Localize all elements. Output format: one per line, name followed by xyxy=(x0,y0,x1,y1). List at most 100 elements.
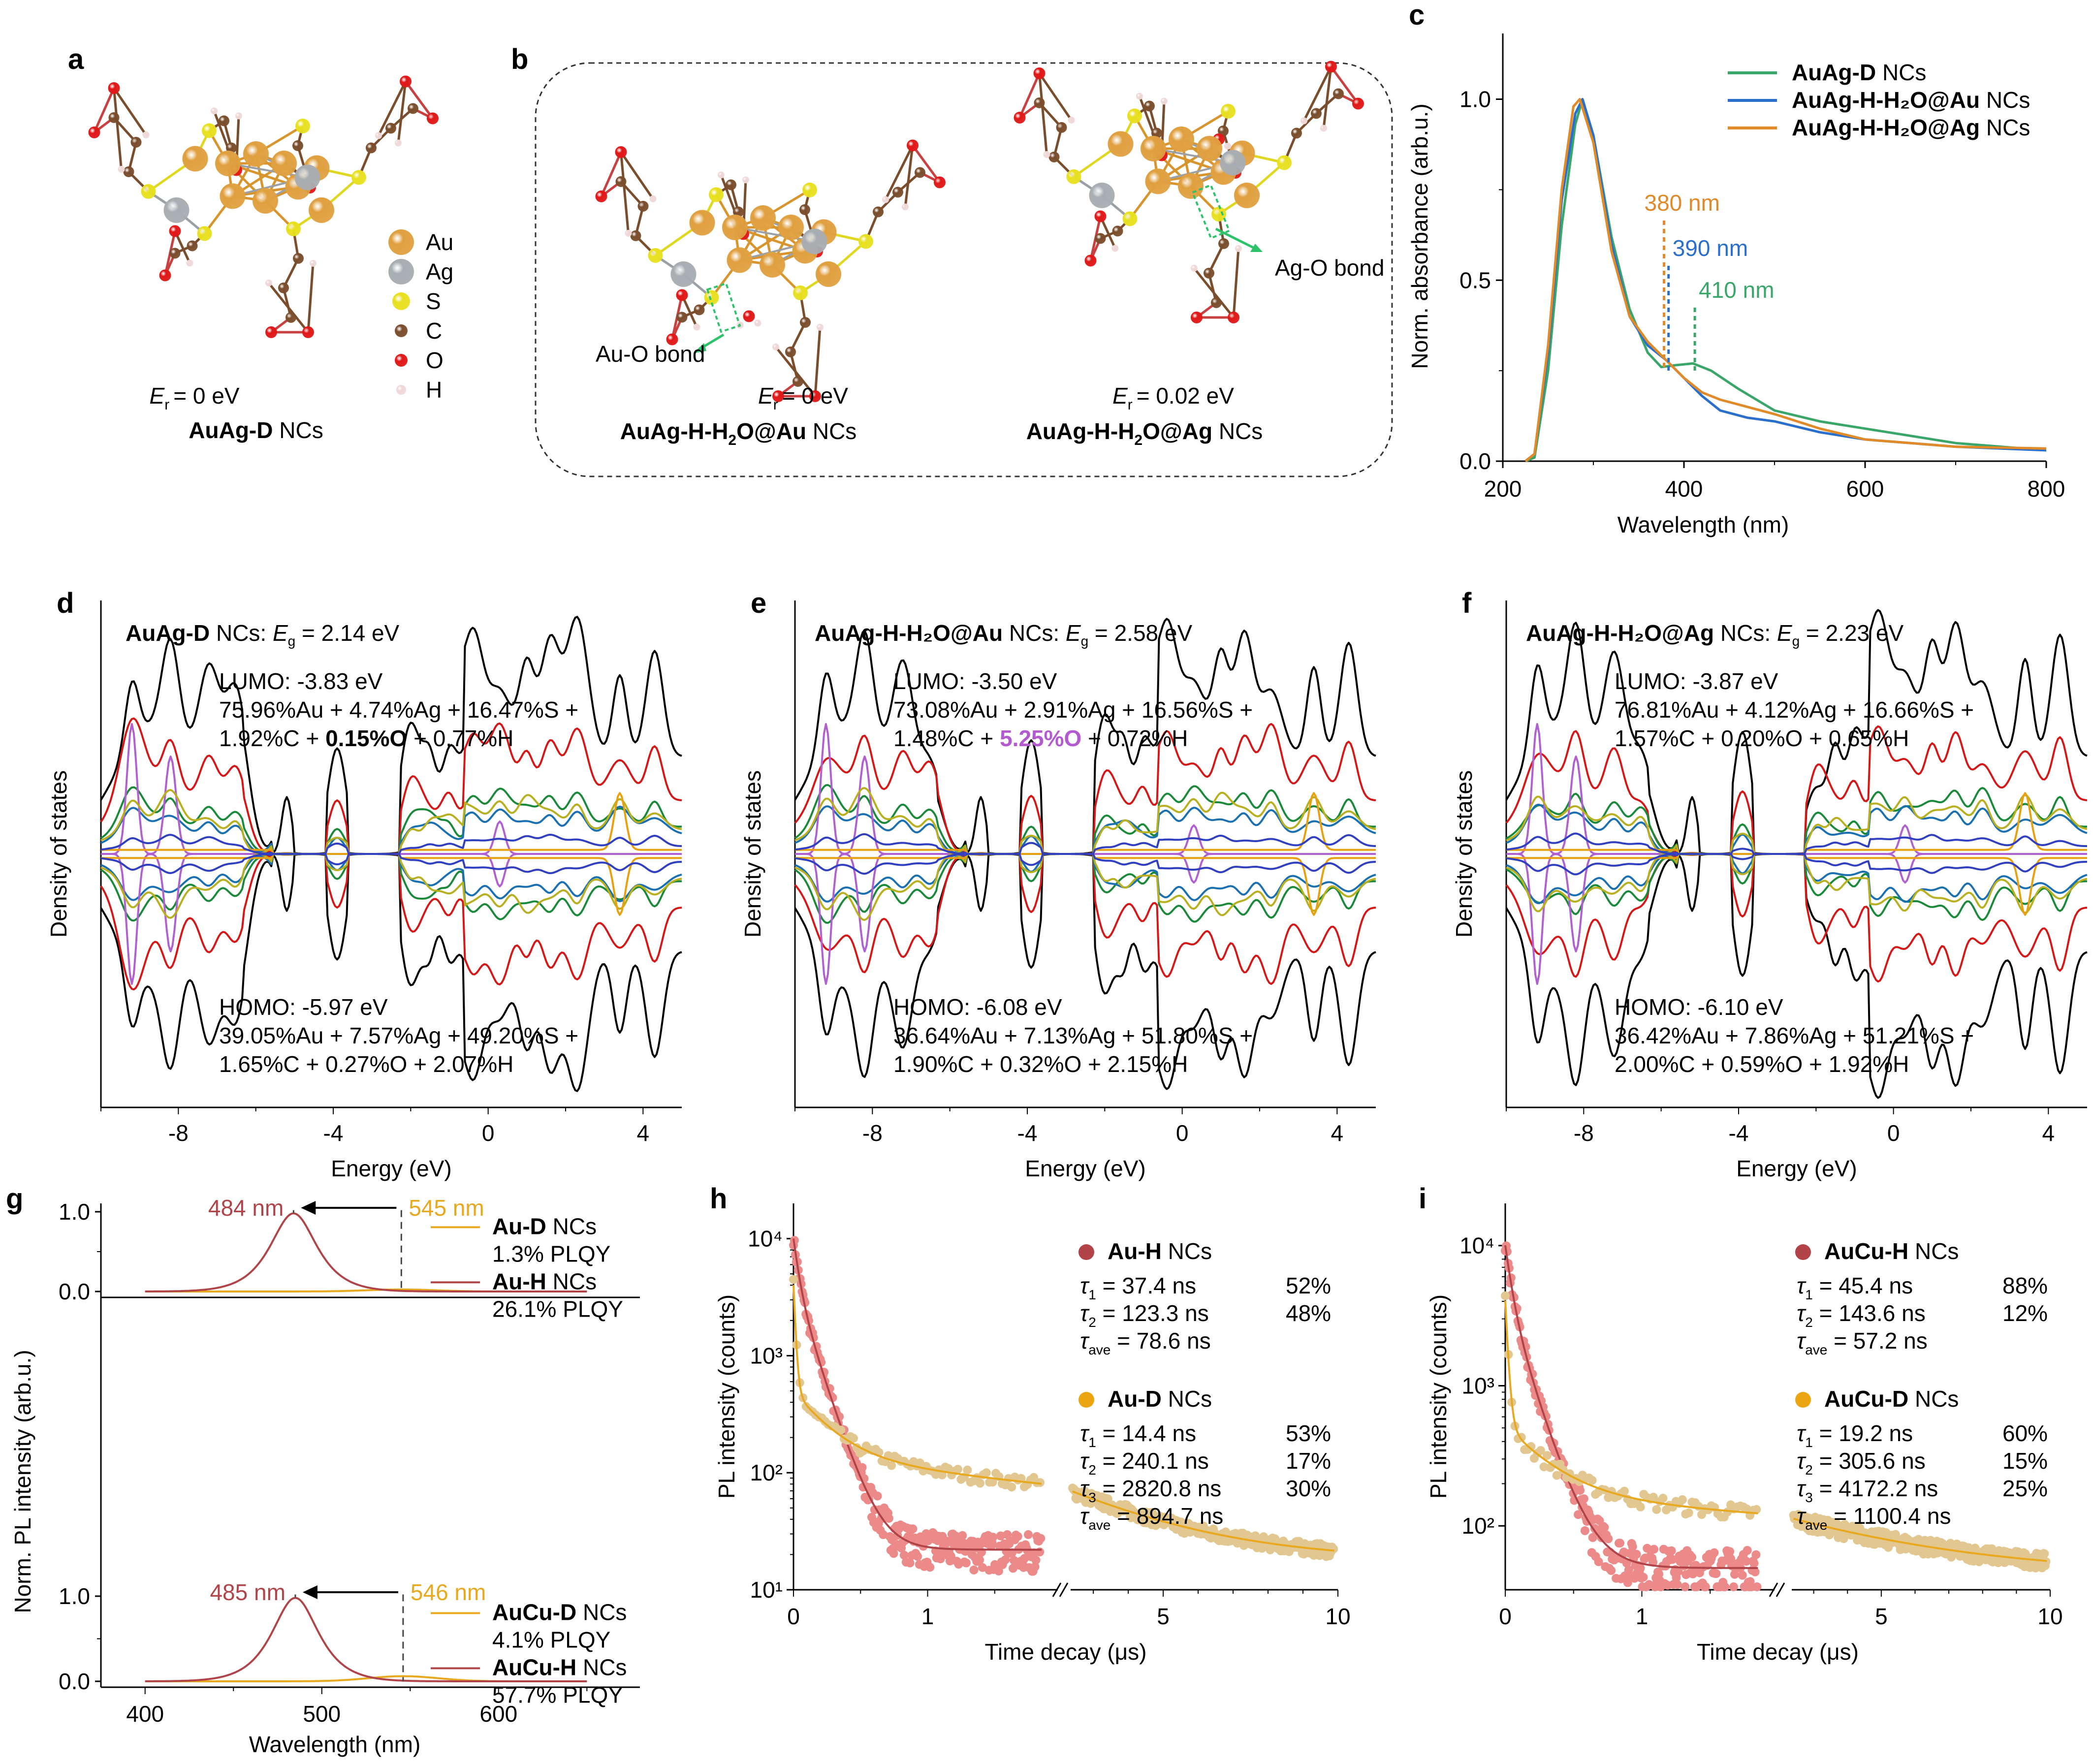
dos-title: AuAg-D NCs: Eg = 2.14 eV xyxy=(126,620,400,649)
data-point xyxy=(836,1425,846,1435)
atom-o xyxy=(809,390,821,402)
data-point xyxy=(1620,1486,1629,1496)
lifetime-legend-d: AuCu-D NCs τ1 = 19.2 ns 60% τ2 = 305.6 ns 15… xyxy=(1795,1386,2048,1533)
atom-c xyxy=(187,240,198,252)
legend-item-h: H xyxy=(396,377,442,403)
atom-h xyxy=(1224,143,1231,150)
atom-ag xyxy=(294,164,320,190)
y-axis-label: Density of states xyxy=(1451,770,1477,938)
atom-c xyxy=(1204,268,1214,279)
homo-energy: HOMO: -6.08 eV xyxy=(893,994,1062,1020)
legend-item-s: S xyxy=(392,288,441,314)
atom-h xyxy=(649,195,657,202)
x-tick-label: 400 xyxy=(1665,476,1703,502)
bond xyxy=(1038,72,1073,121)
legend-item-o: O xyxy=(395,347,444,373)
data-point xyxy=(1600,1523,1609,1532)
au-o-bond-highlight-box xyxy=(706,282,741,333)
legend-plqy: 4.1% PLQY xyxy=(492,1627,610,1652)
atom-c xyxy=(366,142,377,154)
data-point xyxy=(887,1461,896,1470)
data-point xyxy=(1536,1446,1545,1455)
atom-swatch-icon xyxy=(388,259,414,284)
atom-o xyxy=(743,310,755,322)
dos-title: AuAg-H-H₂O@Au NCs: Eg = 2.58 eV xyxy=(815,620,1192,649)
data-point xyxy=(1607,1566,1616,1575)
series-name: Au-H NCs xyxy=(1108,1238,1212,1264)
molecule-h2o-at-au xyxy=(595,139,946,402)
atom-h xyxy=(1191,265,1198,272)
panel-letter-h: h xyxy=(710,1183,727,1215)
legend-label: S xyxy=(426,288,441,314)
atom-c xyxy=(278,283,289,293)
data-point xyxy=(1001,1555,1010,1564)
atom-h xyxy=(118,166,125,173)
atom-o xyxy=(427,112,439,125)
data-point xyxy=(1667,1546,1676,1555)
lifetime-percent: 53% xyxy=(1286,1420,1331,1446)
atom-c xyxy=(1112,225,1123,237)
bond xyxy=(93,87,115,133)
homo-composition-line2: 1.65%C + 0.27%O + 2.07%H xyxy=(219,1051,513,1077)
atom-s xyxy=(141,184,156,199)
lifetime-legend-h: AuCu-H NCs τ1 = 45.4 ns 88% τ2 = 143.6 ns 12… xyxy=(1795,1238,2048,1357)
atom-o xyxy=(934,176,946,189)
legend-label: AuAg-D NCs xyxy=(1792,60,1926,85)
atom-s xyxy=(704,290,719,305)
data-point xyxy=(978,1563,987,1572)
data-point xyxy=(1623,1578,1632,1587)
atom-s xyxy=(709,187,724,202)
atom-h xyxy=(1300,117,1307,125)
data-point xyxy=(1594,1557,1603,1566)
panel-letter-g: g xyxy=(6,1183,23,1215)
dos-curve xyxy=(1506,853,2088,914)
bond xyxy=(620,151,654,200)
atom-swatch-icon xyxy=(396,385,406,395)
atom-c xyxy=(1291,127,1302,139)
data-point xyxy=(908,1524,918,1534)
lifetime-percent: 25% xyxy=(2002,1476,2048,1501)
atom-h xyxy=(1043,151,1050,158)
x-axis-label: Energy (eV) xyxy=(1736,1156,1857,1181)
legend-label: AuAg-H-H₂O@Au NCs xyxy=(1792,87,2030,113)
atom-o xyxy=(907,139,919,152)
series-line-1 xyxy=(1524,98,2047,462)
atom-o xyxy=(1325,61,1337,73)
data-point xyxy=(946,1551,955,1561)
bond xyxy=(397,81,407,143)
y-tick-label: 0.0 xyxy=(59,1279,90,1304)
bond xyxy=(911,145,941,183)
lumo-energy: LUMO: -3.87 eV xyxy=(1615,668,1778,694)
x-tick-label: 1 xyxy=(1636,1604,1649,1629)
atom-s xyxy=(1066,169,1081,184)
atom-c xyxy=(1034,97,1045,108)
atom-h xyxy=(718,171,725,179)
atom-c xyxy=(130,137,142,148)
atom-ag xyxy=(1089,183,1115,208)
y-axis-label: Density of states xyxy=(740,770,765,938)
y-tick-label: 10² xyxy=(1462,1513,1494,1539)
peak-label-h: 484 nm xyxy=(208,1195,284,1221)
bond xyxy=(307,263,315,333)
atom-au xyxy=(722,215,748,240)
dashed-frame xyxy=(535,62,1393,477)
atom-o xyxy=(1084,254,1097,267)
ag-o-bond-label: Ag-O bond xyxy=(1275,255,1384,281)
data-point xyxy=(1604,1534,1613,1544)
x-axis-label: Energy (eV) xyxy=(331,1156,451,1181)
lifetime-row: τ2 = 123.3 ns xyxy=(1080,1300,1209,1330)
bond xyxy=(113,88,123,170)
x-tick-label: 500 xyxy=(303,1701,341,1727)
data-point xyxy=(953,1465,962,1474)
legend-item: AuAg-H-H₂O@Ag NCs xyxy=(1728,115,2030,140)
atom-h xyxy=(902,203,909,211)
legend-plqy: 26.1% PLQY xyxy=(492,1296,623,1322)
data-point xyxy=(1580,1526,1589,1535)
lumo-energy: LUMO: -3.50 eV xyxy=(893,668,1057,694)
atom-s xyxy=(202,123,217,138)
peak-annotation: 380 nm xyxy=(1645,190,1720,216)
